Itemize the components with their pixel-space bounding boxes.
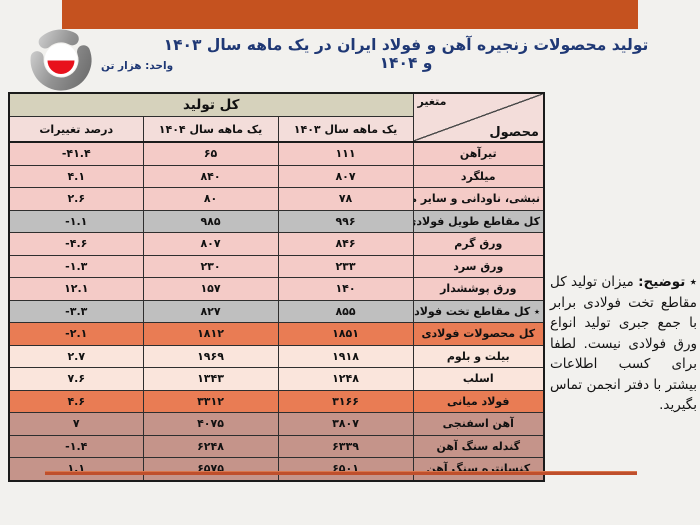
table-row: نبشی، ناودانی و سایر مقاطع ۷۸ ۸۰ ۲.۶ (8, 187, 545, 211)
product-cell: ورق سرد (412, 254, 545, 278)
product-cell: نبشی، ناودانی و سایر مقاطع (412, 187, 545, 211)
value-1403-cell: ۶۳۳۹ (277, 434, 414, 458)
product-cell: ورق گرم (412, 232, 545, 256)
value-1404-cell: ۸۲۷ (142, 299, 279, 323)
corner-header-cell: متغیر محصول (412, 92, 545, 143)
table-row: میلگرد ۸۰۷ ۸۴۰ ۴.۱ (8, 164, 545, 188)
percent-change-cell: ۷ (8, 412, 144, 436)
steel-association-logo-icon (30, 29, 92, 91)
value-1404-cell: ۸۰ (142, 187, 279, 211)
percent-change-cell: -۱.۱ (8, 209, 144, 233)
footnote-marker: ٭ (689, 274, 698, 290)
value-1404-cell: ۶۵۷۵ (142, 457, 279, 481)
table-body: تیرآهن ۱۱۱ ۶۵ -۴۱.۴ میلگرد ۸۰۷ ۸۴۰ ۴.۱ ن… (8, 141, 545, 481)
product-cell: بیلت و بلوم (412, 344, 545, 368)
table-row: کنسانتره سنگ آهن ۶۵۰۱ ۶۵۷۵ ۱.۱ (8, 457, 545, 481)
table-row: ٭ کل مقاطع تخت فولادی ۸۵۵ ۸۲۷ -۳.۳ (8, 299, 545, 323)
footnote-body: میزان تولید کل مقاطع تخت فولادی برابر با… (550, 274, 697, 414)
corner-product-label: محصول (489, 125, 539, 140)
percent-change-cell: ۲.۶ (8, 187, 144, 211)
percent-change-cell: ۴.۶ (8, 389, 144, 413)
value-1404-cell: ۳۳۱۲ (142, 389, 279, 413)
value-1403-cell: ۹۹۶ (277, 209, 414, 233)
footnote: ٭ توضیح: میزان تولید کل مقاطع تخت فولادی… (550, 272, 697, 416)
value-1404-cell: ۱۳۴۳ (142, 367, 279, 391)
production-table: متغیر محصول کل تولید یک ماهه سال ۱۴۰۳ یک… (8, 92, 545, 482)
product-cell: آهن اسفنجی (412, 412, 545, 436)
value-1404-cell: ۹۸۵ (142, 209, 279, 233)
total-production-header: کل تولید (8, 92, 414, 117)
corner-variable-label: متغیر (417, 95, 447, 108)
percent-change-cell: ۲.۷ (8, 344, 144, 368)
value-1403-cell: ۱۸۵۱ (277, 322, 414, 346)
value-1403-cell: ۳۸۰۷ (277, 412, 414, 436)
column-header-1403: یک ماهه سال ۱۴۰۳ (277, 116, 414, 143)
column-header-1404: یک ماهه سال ۱۴۰۴ (142, 116, 279, 143)
value-1403-cell: ۸۰۷ (277, 164, 414, 188)
value-1403-cell: ۳۱۶۶ (277, 389, 414, 413)
table-row: کل محصولات فولادی ۱۸۵۱ ۱۸۱۲ -۲.۱ (8, 322, 545, 346)
product-cell: تیرآهن (412, 141, 545, 166)
table-row: اسلب ۱۲۴۸ ۱۳۴۳ ۷.۶ (8, 367, 545, 391)
value-1404-cell: ۱۵۷ (142, 277, 279, 301)
value-1403-cell: ۶۵۰۱ (277, 457, 414, 481)
percent-change-cell: -۲.۱ (8, 322, 144, 346)
value-1404-cell: ۱۸۱۲ (142, 322, 279, 346)
value-1403-cell: ۷۸ (277, 187, 414, 211)
percent-change-cell: -۴.۶ (8, 232, 144, 256)
value-1404-cell: ۲۳۰ (142, 254, 279, 278)
value-1403-cell: ۱۱۱ (277, 141, 414, 166)
percent-change-cell: -۴۱.۴ (8, 141, 144, 166)
value-1403-cell: ۸۴۶ (277, 232, 414, 256)
percent-change-cell: ۷.۶ (8, 367, 144, 391)
top-banner-bar (62, 0, 638, 29)
table-row: گندله سنگ آهن ۶۳۳۹ ۶۲۴۸ -۱.۴ (8, 434, 545, 458)
table-row: آهن اسفنجی ۳۸۰۷ ۴۰۷۵ ۷ (8, 412, 545, 436)
product-cell: کل مقاطع طویل فولادی (412, 209, 545, 233)
percent-change-cell: -۱.۳ (8, 254, 144, 278)
value-1403-cell: ۱۲۴۸ (277, 367, 414, 391)
footnote-label: توضیح: (638, 274, 686, 290)
product-cell: اسلب (412, 367, 545, 391)
value-1404-cell: ۶۲۴۸ (142, 434, 279, 458)
value-1404-cell: ۸۰۷ (142, 232, 279, 256)
column-header-pct: درصد تغییرات (8, 116, 144, 143)
percent-change-cell: -۳.۳ (8, 299, 144, 323)
value-1403-cell: ۲۳۳ (277, 254, 414, 278)
value-1404-cell: ۴۰۷۵ (142, 412, 279, 436)
table-row: بیلت و بلوم ۱۹۱۸ ۱۹۶۹ ۲.۷ (8, 344, 545, 368)
unit-label: واحد: هزار تن (101, 60, 174, 72)
product-cell: ورق پوششدار (412, 277, 545, 301)
table-row: ورق سرد ۲۳۳ ۲۳۰ -۱.۳ (8, 254, 545, 278)
table-row: ورق پوششدار ۱۴۰ ۱۵۷ ۱۲.۱ (8, 277, 545, 301)
table-row: تیرآهن ۱۱۱ ۶۵ -۴۱.۴ (8, 141, 545, 166)
percent-change-cell: -۱.۴ (8, 434, 144, 458)
percent-change-cell: ۱.۱ (8, 457, 144, 481)
percent-change-cell: ۴.۱ (8, 164, 144, 188)
table-row: فولاد میانی ۳۱۶۶ ۳۳۱۲ ۴.۶ (8, 389, 545, 413)
production-table-wrapper: متغیر محصول کل تولید یک ماهه سال ۱۴۰۳ یک… (8, 92, 545, 482)
value-1403-cell: ۸۵۵ (277, 299, 414, 323)
product-cell: کنسانتره سنگ آهن (412, 457, 545, 481)
product-cell: ٭ کل مقاطع تخت فولادی (412, 299, 545, 323)
value-1403-cell: ۱۹۱۸ (277, 344, 414, 368)
percent-change-cell: ۱۲.۱ (8, 277, 144, 301)
value-1403-cell: ۱۴۰ (277, 277, 414, 301)
product-cell: گندله سنگ آهن (412, 434, 545, 458)
table-row: ورق گرم ۸۴۶ ۸۰۷ -۴.۶ (8, 232, 545, 256)
product-cell: میلگرد (412, 164, 545, 188)
value-1404-cell: ۶۵ (142, 141, 279, 166)
table-row: کل مقاطع طویل فولادی ۹۹۶ ۹۸۵ -۱.۱ (8, 209, 545, 233)
product-cell: کل محصولات فولادی (412, 322, 545, 346)
bottom-rule (45, 471, 637, 475)
product-cell: فولاد میانی (412, 389, 545, 413)
page-title: تولید محصولات زنجیره آهن و فولاد ایران د… (163, 36, 649, 72)
value-1404-cell: ۸۴۰ (142, 164, 279, 188)
value-1404-cell: ۱۹۶۹ (142, 344, 279, 368)
